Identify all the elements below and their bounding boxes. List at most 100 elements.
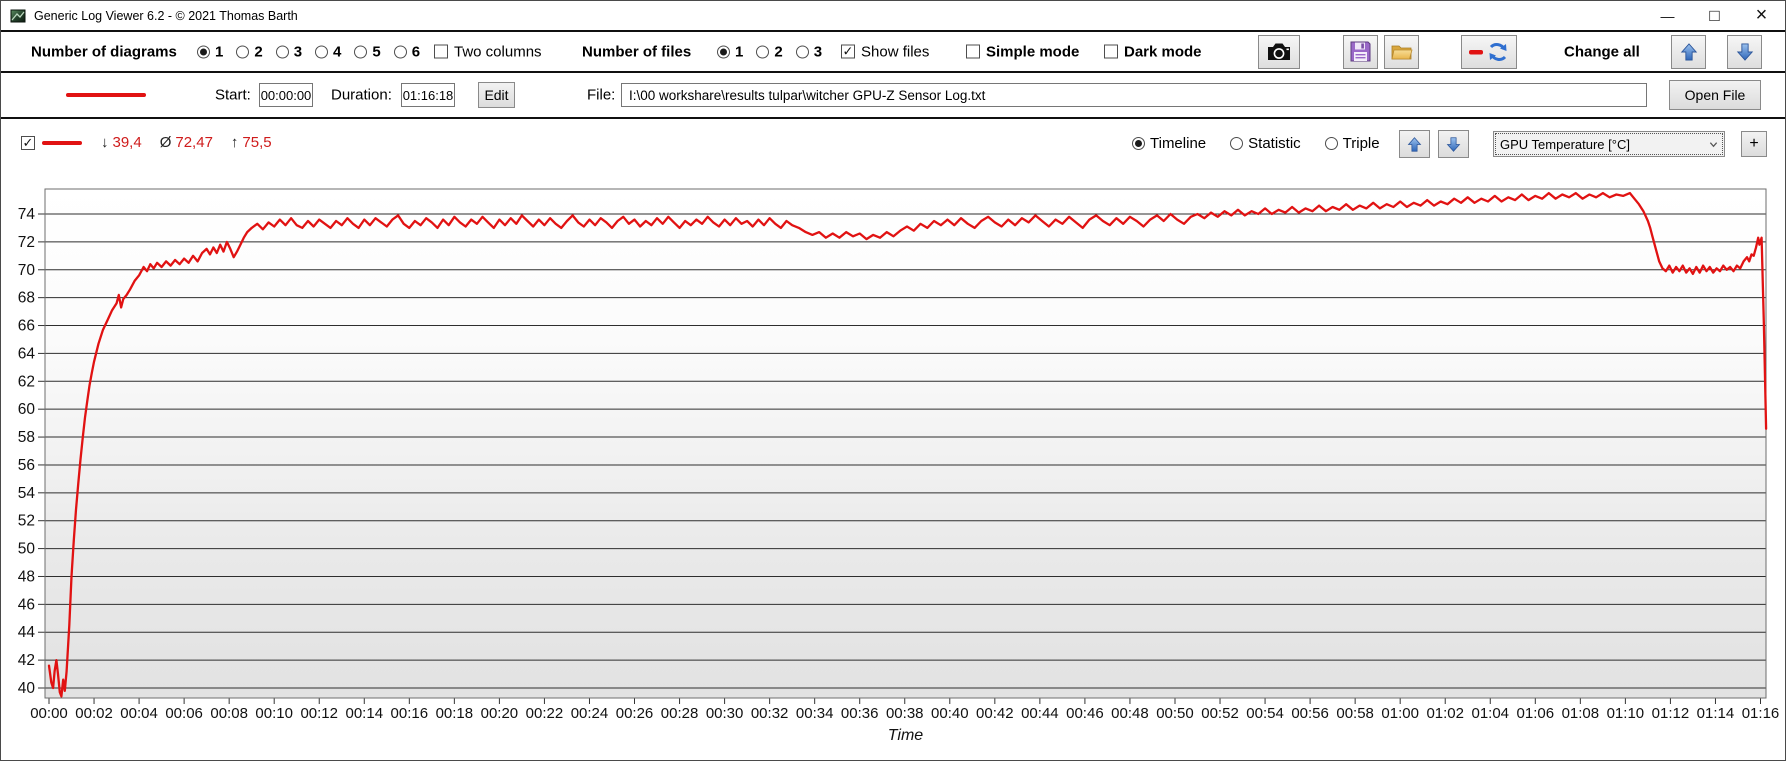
close-button[interactable]: × [1755, 4, 1768, 26]
save-button[interactable] [1343, 34, 1378, 69]
radio-label: 2 [254, 43, 263, 60]
simple-mode-checkbox[interactable]: Simple mode [966, 43, 1079, 60]
radio-circle[interactable] [1230, 137, 1244, 150]
folder-icon [1391, 45, 1413, 59]
average-symbol-icon: Ø [159, 134, 172, 151]
diagrams-radio-4[interactable]: 4 [315, 43, 341, 60]
change-all-label: Change all [1564, 43, 1640, 60]
x-tick-label: 00:38 [886, 705, 924, 722]
app-logo-icon [10, 9, 26, 22]
view-mode-radio-timeline[interactable]: Timeline [1132, 135, 1206, 152]
diagrams-radio-3[interactable]: 3 [275, 43, 302, 60]
gpu-temperature-line [47, 191, 1768, 698]
start-label: Start: [215, 86, 251, 104]
x-tick-label: 00:06 [165, 705, 203, 722]
view-mode-radio-group: Timeline Statistic Triple [1132, 135, 1380, 152]
x-tick-label: 00:18 [436, 705, 474, 722]
move-down-button[interactable] [1438, 130, 1469, 158]
x-tick-label: 00:40 [931, 705, 969, 722]
maximize-button[interactable]: □ [1709, 5, 1720, 25]
y-tick-label: 40 [18, 680, 36, 697]
diagrams-radio-5[interactable]: 5 [354, 43, 381, 60]
screenshot-button[interactable] [1258, 34, 1300, 69]
duration-input[interactable]: 01:16:18 [401, 83, 455, 107]
radio-circle[interactable] [756, 45, 770, 58]
radio-circle[interactable] [197, 45, 210, 58]
two-columns-checkbox-box[interactable] [434, 44, 448, 59]
change-all-up-button[interactable] [1671, 34, 1706, 69]
x-tick-label: 00:42 [976, 705, 1014, 722]
y-tick-label: 54 [18, 485, 36, 502]
files-radio-group: 1 2 3 [717, 43, 822, 60]
radio-circle[interactable] [275, 45, 289, 58]
view-mode-radio-statistic[interactable]: Statistic [1230, 135, 1301, 152]
files-radio-3[interactable]: 3 [795, 43, 823, 60]
arrow-down-icon [1446, 136, 1461, 152]
series-enable-checkbox-box[interactable]: ✓ [21, 135, 35, 150]
radio-circle[interactable] [795, 45, 809, 58]
sensor-select-value: GPU Temperature [°C] [1500, 136, 1630, 152]
radio-circle[interactable] [236, 45, 250, 58]
x-tick-label: 00:46 [1066, 705, 1104, 722]
radio-label: 2 [774, 43, 783, 60]
diagrams-radio-1[interactable]: 1 [197, 43, 223, 60]
x-tick-label: 00:12 [300, 705, 338, 722]
max-value: 75,5 [242, 134, 272, 151]
dark-mode-checkbox[interactable]: Dark mode [1104, 43, 1202, 60]
simple-mode-checkbox-box[interactable] [966, 44, 980, 59]
show-files-checkbox[interactable]: ✓ Show files [841, 43, 929, 60]
x-tick-label: 00:00 [30, 705, 68, 722]
diagrams-radio-2[interactable]: 2 [236, 43, 263, 60]
y-tick-label: 72 [18, 234, 35, 251]
radio-circle[interactable] [354, 45, 368, 58]
start-time-input[interactable]: 00:00:00 [259, 83, 313, 107]
y-tick-label: 42 [18, 652, 35, 669]
reset-line-button[interactable] [1461, 34, 1517, 69]
add-diagram-button[interactable]: + [1741, 131, 1767, 157]
files-radio-1[interactable]: 1 [717, 43, 743, 60]
y-tick-label: 62 [18, 373, 35, 390]
files-radio-2[interactable]: 2 [756, 43, 783, 60]
simple-mode-checkbox-label: Simple mode [986, 43, 1080, 60]
radio-circle[interactable] [717, 45, 730, 58]
show-files-checkbox-box[interactable]: ✓ [841, 43, 855, 59]
move-up-button[interactable] [1399, 130, 1430, 158]
x-tick-label: 01:14 [1697, 705, 1735, 722]
x-tick-label: 01:16 [1742, 705, 1780, 722]
two-columns-checkbox-label: Two columns [454, 43, 542, 60]
save-floppy-icon [1350, 41, 1371, 62]
radio-label: 3 [813, 43, 823, 60]
x-tick-label: 00:44 [1021, 705, 1059, 722]
two-columns-checkbox[interactable]: Two columns [434, 43, 542, 60]
radio-label: 5 [372, 43, 381, 60]
y-tick-label: 56 [18, 457, 35, 474]
minimize-button[interactable]: — [1660, 7, 1675, 24]
y-tick-label: 68 [18, 290, 35, 307]
x-tick-label: 00:24 [571, 705, 609, 722]
legend-color-swatch [42, 141, 82, 145]
x-tick-label: 01:04 [1471, 705, 1509, 722]
series-enable-checkbox[interactable]: ✓ [21, 136, 35, 150]
x-axis: 00:00 00:02 00:04 00:06 00:08 00:10 00:12 00:14… [30, 698, 1779, 722]
edit-button[interactable]: Edit [478, 82, 515, 108]
diagrams-radio-6[interactable]: 6 [393, 43, 420, 60]
dark-mode-checkbox-box[interactable] [1104, 44, 1118, 59]
radio-circle[interactable] [1132, 137, 1145, 150]
y-tick-label: 44 [18, 624, 36, 641]
file-path-input[interactable]: I:\00 workshare\results tulpar\witcher G… [621, 83, 1647, 107]
open-folder-button[interactable] [1384, 34, 1419, 69]
max-arrow-icon: ↑ [230, 134, 239, 151]
open-file-button[interactable]: Open File [1669, 80, 1761, 110]
x-tick-label: 01:10 [1607, 705, 1645, 722]
window-title: Generic Log Viewer 6.2 - © 2021 Thomas B… [34, 8, 298, 23]
x-tick-label: 00:52 [1201, 705, 1239, 722]
radio-circle[interactable] [315, 45, 329, 58]
view-mode-radio-triple[interactable]: Triple [1324, 135, 1380, 152]
radio-circle[interactable] [1324, 137, 1338, 150]
series-stats: ↓ 39,4 Ø 72,47 ↑ 75,5 [101, 134, 272, 151]
chart-header: ✓ ↓ 39,4 Ø 72,47 ↑ 75,5 Timeline Statistic Tr… [1, 119, 1785, 171]
radio-circle[interactable] [393, 45, 407, 58]
sensor-select[interactable]: GPU Temperature [°C] [1493, 131, 1725, 157]
change-all-down-button[interactable] [1727, 34, 1762, 69]
